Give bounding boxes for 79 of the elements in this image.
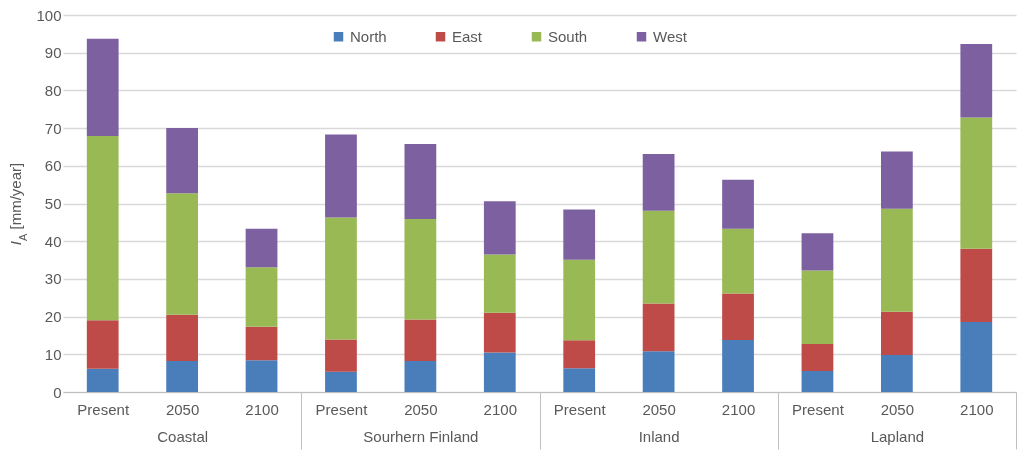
bar xyxy=(483,201,516,255)
bar xyxy=(642,210,675,304)
x-tick-label: 2050 xyxy=(165,400,200,418)
x-tick-label: Present xyxy=(77,400,130,418)
bar xyxy=(404,218,437,320)
y-tick-label: 50 xyxy=(44,195,62,212)
bar xyxy=(722,228,754,294)
bar xyxy=(960,248,993,322)
x-tick-label: 2100 xyxy=(483,400,517,418)
bar xyxy=(642,154,675,211)
x-tick-label: Present xyxy=(315,400,369,418)
bar xyxy=(404,319,437,362)
bar xyxy=(325,134,357,218)
bar xyxy=(563,368,596,392)
bar xyxy=(245,228,278,268)
text: Sourhern Finland xyxy=(363,427,479,445)
legend-label: West xyxy=(653,27,688,45)
bar xyxy=(245,326,278,361)
y-tick-label: 70 xyxy=(44,119,62,137)
bar xyxy=(880,208,913,312)
bar xyxy=(801,370,834,392)
bar xyxy=(483,254,516,313)
x-tick-label: 2050 xyxy=(404,400,438,418)
bar xyxy=(960,117,993,249)
bar xyxy=(245,360,278,392)
bar xyxy=(960,44,993,118)
bar xyxy=(325,217,357,340)
bar xyxy=(880,151,913,209)
x-tick-label: 2100 xyxy=(960,400,994,418)
legend-label: South xyxy=(548,27,588,45)
bar xyxy=(722,179,754,229)
x-tick-label: 2100 xyxy=(245,400,279,418)
x-tick-label: Present xyxy=(792,400,845,418)
y-tick-label: 40 xyxy=(44,232,62,250)
y-tick-label: 100 xyxy=(36,6,62,24)
bar xyxy=(86,38,119,137)
bar xyxy=(960,321,993,392)
bar xyxy=(563,209,596,260)
legend-label: East xyxy=(452,27,483,45)
bar xyxy=(722,339,754,392)
bar xyxy=(642,351,675,392)
text: Inland xyxy=(638,427,680,445)
bar xyxy=(801,270,834,345)
bar xyxy=(801,344,834,371)
x-tick-label: 2050 xyxy=(880,400,915,418)
bar xyxy=(86,136,119,321)
y-tick-label: 80 xyxy=(44,81,62,99)
bar xyxy=(86,320,119,369)
x-tick-label: 2050 xyxy=(642,400,676,418)
bar xyxy=(325,371,357,392)
bar xyxy=(642,303,675,352)
bar xyxy=(483,312,516,353)
bar xyxy=(722,293,754,340)
legend-label: North xyxy=(350,27,387,45)
y-tick-label: 0 xyxy=(53,383,62,401)
y-tick-label: 20 xyxy=(44,308,62,326)
x-tick-label: Present xyxy=(553,400,607,418)
text: Lapland xyxy=(870,427,925,445)
bar xyxy=(563,259,596,341)
bar xyxy=(245,267,278,327)
y-tick-label: 60 xyxy=(44,157,62,175)
x-tick-label: 2100 xyxy=(721,400,756,418)
bar xyxy=(801,233,834,271)
bar xyxy=(563,340,596,369)
text: Coastal xyxy=(157,427,209,445)
bar xyxy=(404,143,437,219)
bar xyxy=(880,311,913,356)
bar xyxy=(166,361,199,392)
bar xyxy=(404,361,437,392)
y-tick-label: 30 xyxy=(44,270,62,288)
bar xyxy=(166,128,199,194)
bar xyxy=(483,352,516,392)
bar xyxy=(86,368,119,392)
y-tick-label: 10 xyxy=(44,345,62,363)
bar xyxy=(880,355,913,392)
bar xyxy=(166,314,199,362)
bar xyxy=(325,339,357,372)
y-tick-label: 90 xyxy=(44,44,62,62)
bar xyxy=(166,193,199,315)
